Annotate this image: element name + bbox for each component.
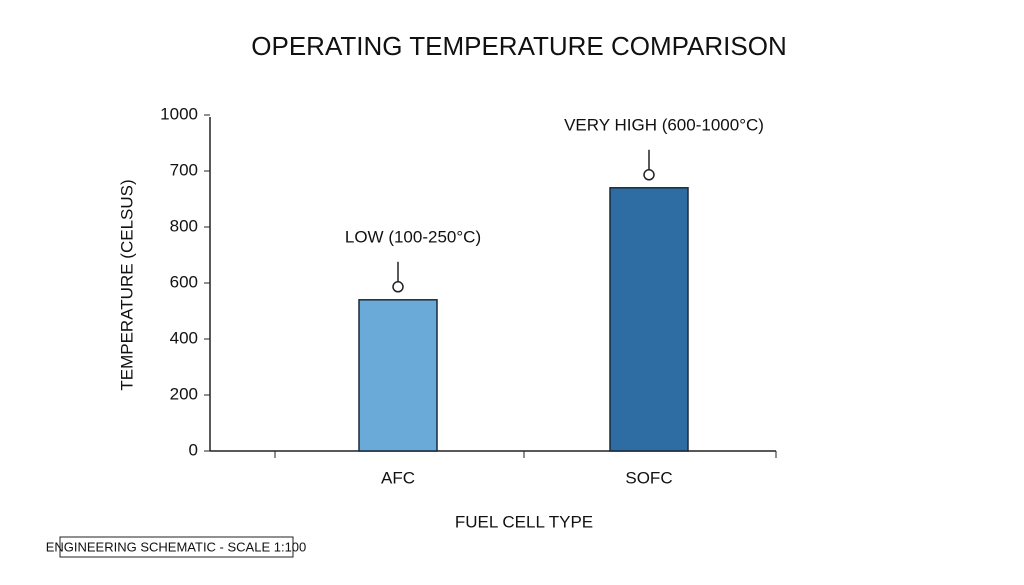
y-tick-label: 0 — [189, 440, 198, 459]
y-axis-label: TEMPERATURE (CELSUS) — [117, 179, 136, 390]
x-tick-label: SOFC — [625, 468, 672, 487]
y-tick-label: 700 — [170, 160, 198, 179]
annotation-marker — [392, 281, 404, 293]
footer-box — [59, 536, 294, 558]
y-tick-label: 400 — [170, 328, 198, 347]
annotation: VERY HIGH (600-1000°C) — [564, 115, 764, 134]
x-axis-label: FUEL CELL TYPE — [455, 512, 593, 531]
chart-title: OPERATING TEMPERATURE COMPARISON — [251, 31, 786, 61]
annotation: LOW (100-250°C) — [345, 227, 481, 246]
y-tick-label: 800 — [170, 216, 198, 235]
y-tick-label: 600 — [170, 272, 198, 291]
x-tick-label: AFC — [381, 468, 415, 487]
bar — [358, 299, 438, 452]
bar — [609, 187, 689, 452]
y-tick-label: 200 — [170, 384, 198, 403]
y-tick-label: 1000 — [160, 104, 198, 123]
footer-text: ENGINEERING SCHEMATIC - SCALE 1:100 — [46, 539, 307, 554]
annotation-marker — [643, 169, 655, 181]
